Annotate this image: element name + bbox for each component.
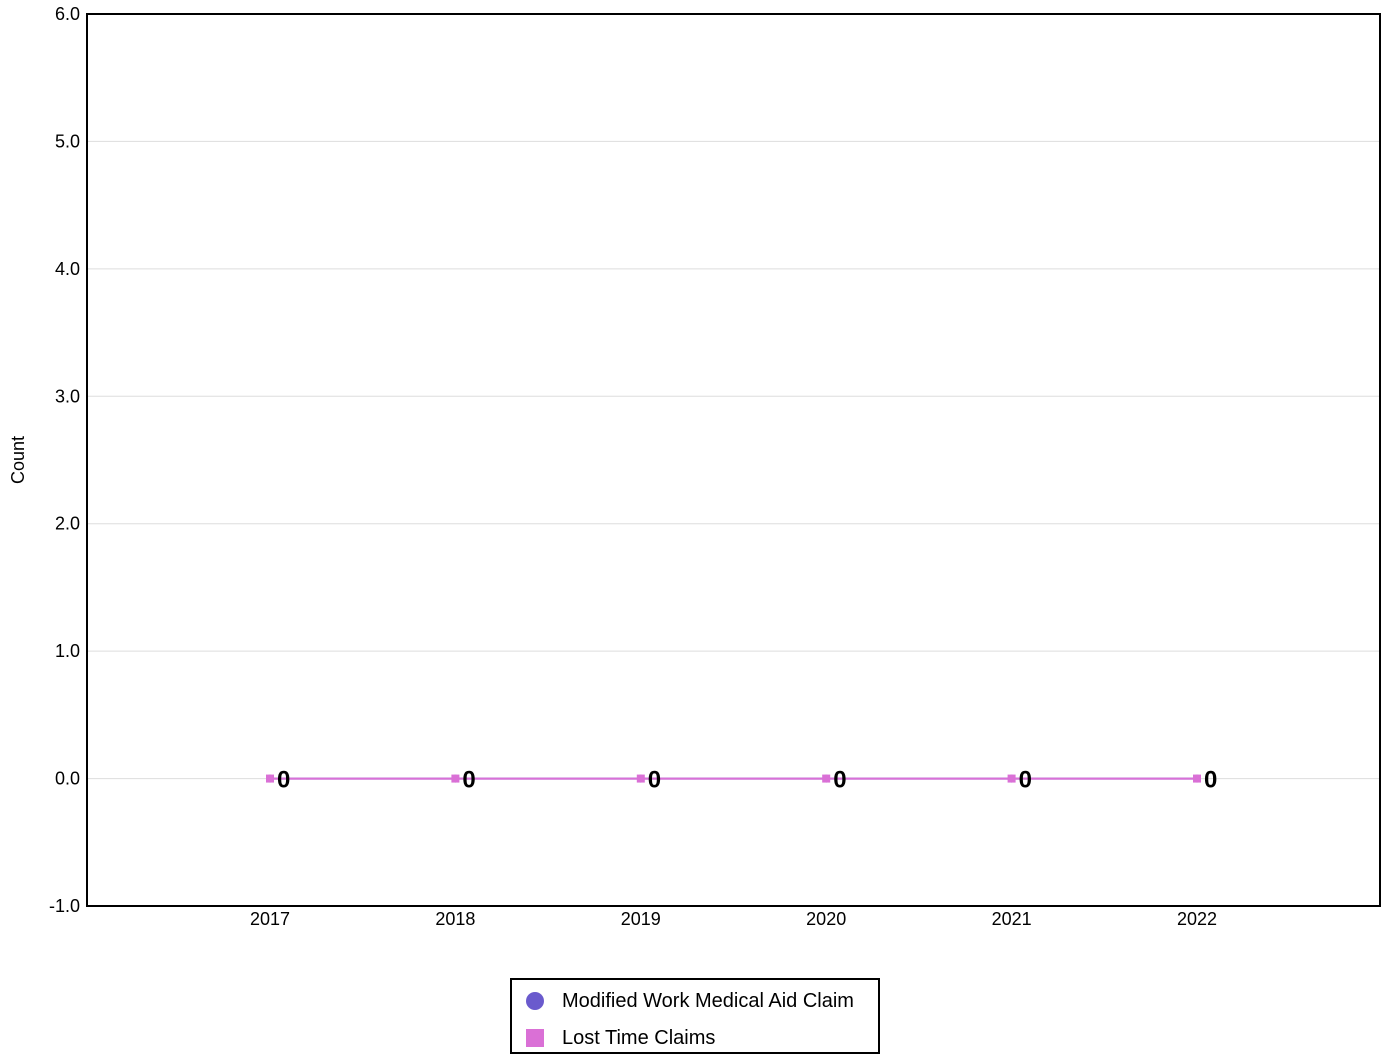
y-tick-label: 0.0 (55, 769, 80, 789)
data-label: 0 (833, 767, 846, 794)
x-tick-label: 2017 (250, 909, 290, 929)
data-point-square (636, 774, 645, 783)
data-point-square (451, 774, 460, 783)
x-tick-label: 2020 (806, 909, 846, 929)
data-label: 0 (1204, 767, 1217, 794)
legend-label: Lost Time Claims (562, 1026, 716, 1049)
data-point-square (266, 774, 274, 783)
y-tick-label: 4.0 (55, 259, 80, 279)
legend-item-lost-time: Lost Time Claims (526, 1025, 715, 1051)
y-tick-label: 2.0 (55, 514, 80, 534)
legend-square-marker-icon (526, 1029, 544, 1047)
y-axis-label: Count (8, 436, 28, 484)
series-group (266, 774, 1201, 783)
legend-item-modified-work: Modified Work Medical Aid Claim (526, 988, 854, 1014)
x-tick-label: 2021 (992, 909, 1032, 929)
y-tick-label: 3.0 (55, 386, 80, 406)
y-tick-label: 6.0 (55, 4, 80, 24)
data-label: 0 (277, 767, 290, 794)
grid-lines (87, 140, 1380, 780)
legend-circle-marker-icon (526, 992, 544, 1010)
data-label: 0 (648, 767, 661, 794)
legend-label: Modified Work Medical Aid Claim (562, 989, 854, 1012)
legend: Modified Work Medical Aid Claim Lost Tim… (510, 978, 880, 1054)
y-tick-label: 5.0 (55, 131, 80, 151)
y-tick-label: 1.0 (55, 641, 80, 661)
data-labels: 0 0 0 0 0 0 (277, 767, 1217, 794)
data-point-square (1007, 774, 1016, 783)
data-point-square (1193, 774, 1201, 783)
x-tick-label: 2018 (435, 909, 475, 929)
y-tick-label: -1.0 (49, 896, 80, 916)
plot-area-border (86, 13, 1381, 907)
data-point-square (822, 774, 831, 783)
data-label: 0 (1019, 767, 1032, 794)
y-axis-ticks: -1.0 0.0 1.0 2.0 3.0 4.0 5.0 6.0 (49, 4, 80, 916)
x-tick-label: 2019 (621, 909, 661, 929)
data-label: 0 (462, 767, 475, 794)
x-tick-label: 2022 (1177, 909, 1217, 929)
x-axis-ticks: 2017 2018 2019 2020 2021 2022 (250, 909, 1217, 929)
